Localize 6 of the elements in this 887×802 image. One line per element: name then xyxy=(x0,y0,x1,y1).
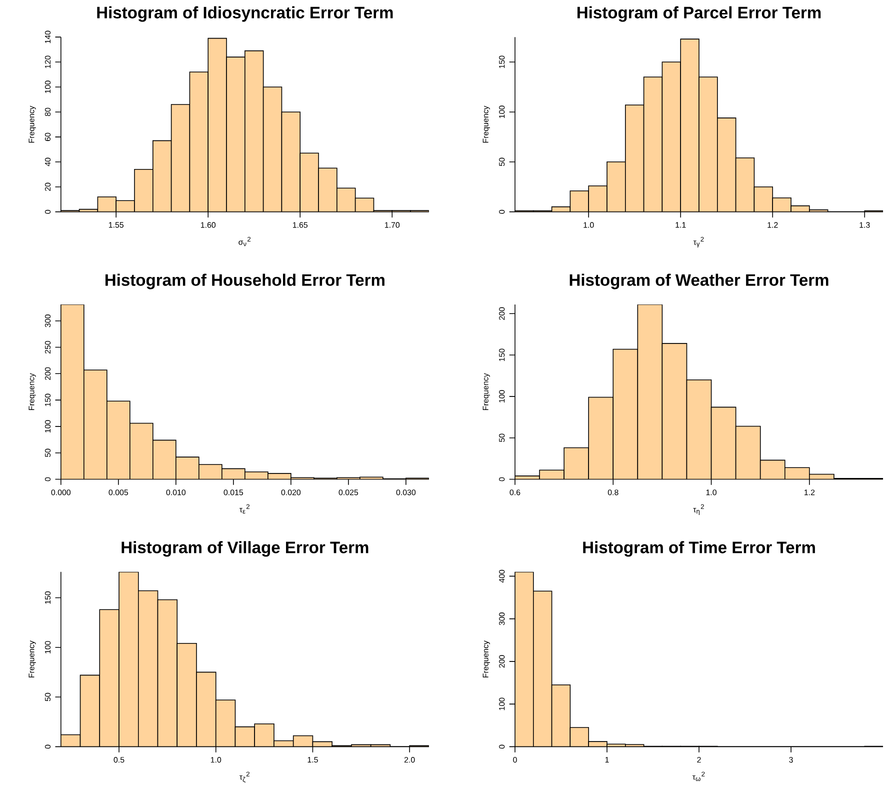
chart-title: Histogram of Village Error Term xyxy=(122,541,368,557)
chart-title: Histogram of Weather Error Term xyxy=(570,274,828,290)
chart-title: Histogram of Household Error Term xyxy=(105,274,384,290)
chart-title: Histogram of Time Error Term xyxy=(583,541,815,557)
chart-title: Histogram of Parcel Error Term xyxy=(577,6,821,22)
chart-title: Histogram of Idiosyncratic Error Term xyxy=(97,6,393,22)
